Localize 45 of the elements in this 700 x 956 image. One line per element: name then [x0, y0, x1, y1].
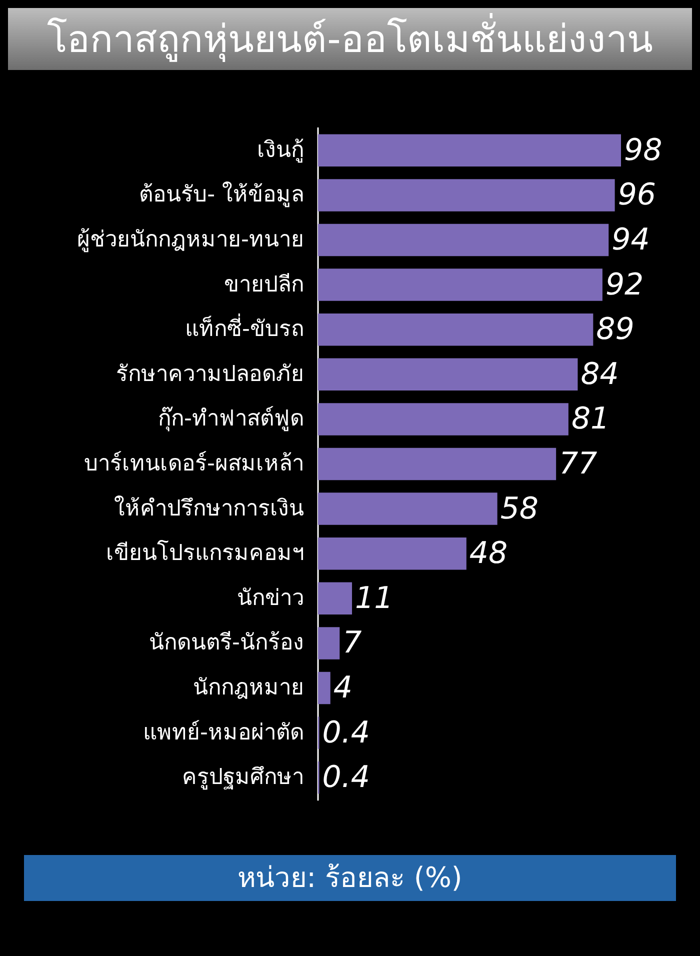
bar	[318, 537, 466, 570]
data-label: 81	[571, 402, 610, 437]
data-label: 4	[333, 670, 352, 706]
bar	[318, 224, 609, 256]
bar	[318, 313, 594, 346]
y-tick-label: ครูปฐมศึกษา	[182, 765, 304, 790]
data-label: 11	[355, 580, 394, 616]
data-label: 84	[580, 356, 619, 392]
y-tick-label: กุ๊ก-ทำฟาสต์ฟูด	[158, 406, 304, 432]
data-label: 92	[605, 267, 644, 302]
data-label: 94	[612, 222, 650, 258]
y-tick-label: ขายปลีก	[224, 272, 304, 298]
data-label: 48	[469, 536, 508, 572]
text: หน่วย: ร้อยละ (%)	[24, 855, 676, 901]
data-label: 0.4	[322, 760, 370, 796]
data-label: 0.4	[322, 715, 370, 750]
data-label: 58	[500, 491, 539, 526]
y-tick-label: นักดนตรี-นักร้อง	[149, 630, 304, 656]
bar	[318, 134, 621, 167]
chart-title: โอกาสถูกหุ่นยนต์-ออโตเมชั่นแย่งงาน	[8, 8, 692, 70]
y-tick-label: ให้คำปรึกษาการเงิน	[114, 495, 304, 522]
bar	[318, 672, 330, 704]
y-tick-label: รักษาความปลอดภัย	[116, 362, 304, 387]
bar	[318, 358, 578, 391]
data-label: 98	[624, 132, 662, 168]
y-tick-label: แพทย์-หมอผ่าตัด	[143, 720, 304, 746]
bar	[318, 403, 568, 436]
y-tick-label: นักกฎหมาย	[193, 676, 304, 700]
bar	[318, 492, 498, 525]
bar	[318, 448, 556, 480]
bar	[318, 268, 602, 301]
y-tick-label: ผู้ช่วยนักกฎหมาย-ทนาย	[77, 228, 304, 252]
bar	[318, 582, 352, 615]
y-tick-label: นักข่าว	[237, 586, 304, 611]
data-label: 7	[342, 626, 362, 661]
y-tick-label: เงินกู้	[257, 138, 304, 163]
y-tick-label: แท็กซี่-ขับรถ	[185, 313, 304, 342]
y-tick-label: เขียนโปรแกรมคอมฯ	[106, 540, 304, 566]
bar	[318, 627, 340, 660]
y-tick-label: บาร์เทนเดอร์-ผสมเหล้า	[84, 452, 304, 476]
y-tick-label: ต้อนรับ- ให้ข้อมูล	[139, 182, 304, 208]
bar	[318, 179, 615, 212]
data-label: 96	[618, 178, 656, 213]
data-label: 89	[596, 312, 634, 348]
data-label: 77	[559, 446, 598, 482]
